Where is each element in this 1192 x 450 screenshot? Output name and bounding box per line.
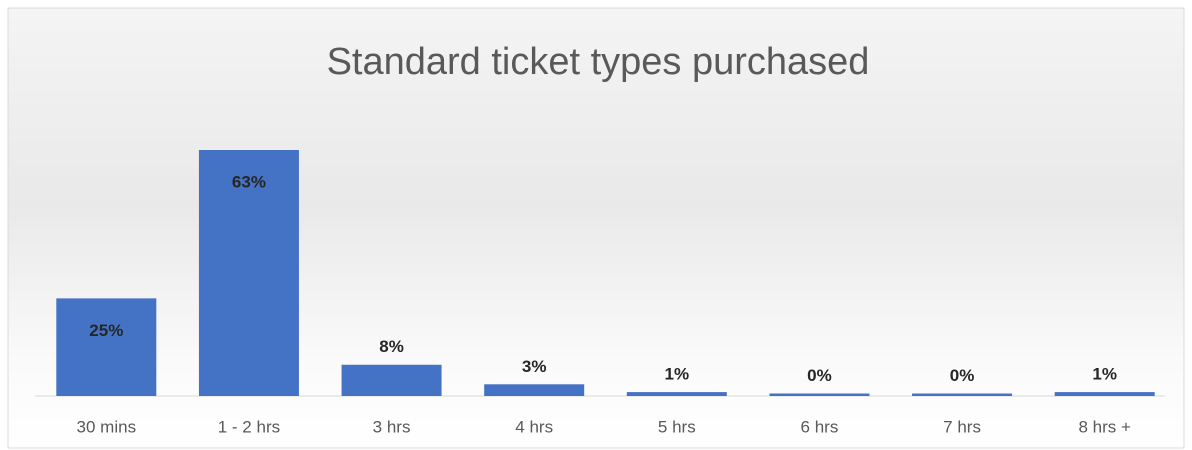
x-tick-label: 4 hrs — [515, 417, 553, 436]
bar — [198, 150, 299, 396]
data-label: 3% — [522, 357, 547, 376]
x-tick-label: 7 hrs — [943, 417, 981, 436]
bar — [56, 298, 157, 396]
x-tick-label: 30 mins — [77, 417, 137, 436]
x-tick-label: 8 hrs + — [1078, 417, 1131, 436]
bar — [912, 393, 1013, 396]
bar — [341, 364, 442, 396]
chart-title: Standard ticket types purchased — [327, 41, 870, 83]
x-tick-label: 3 hrs — [373, 417, 411, 436]
data-label: 8% — [379, 337, 404, 356]
data-label: 25% — [89, 321, 123, 340]
data-label: 0% — [950, 366, 975, 385]
data-label: 0% — [807, 366, 832, 385]
x-tick-label: 1 - 2 hrs — [218, 417, 280, 436]
bar — [626, 392, 727, 396]
x-tick-label: 5 hrs — [658, 417, 696, 436]
data-label: 1% — [665, 365, 690, 384]
bar — [1054, 392, 1155, 396]
data-label: 1% — [1092, 365, 1117, 384]
data-label: 63% — [232, 172, 266, 191]
bar — [484, 384, 585, 396]
x-tick-label: 6 hrs — [801, 417, 839, 436]
bar — [769, 393, 870, 396]
